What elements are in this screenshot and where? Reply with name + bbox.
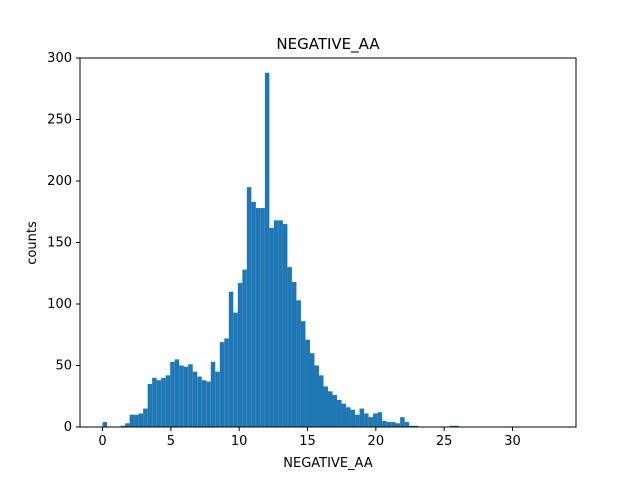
histogram-bar (341, 403, 347, 427)
histogram-bar (170, 361, 175, 427)
histogram-bar (138, 413, 144, 427)
histogram-bar (318, 375, 324, 427)
histogram-bar (201, 380, 207, 427)
histogram-bar (233, 312, 238, 427)
histogram-bar (188, 364, 193, 427)
histogram-bar (161, 377, 166, 427)
histogram-bar (373, 413, 378, 427)
histogram-bar (152, 377, 157, 427)
histogram-bar (409, 425, 414, 427)
histogram-bar (210, 361, 216, 427)
y-tick-label: 50 (55, 359, 72, 374)
x-axis-title: NEGATIVE_AA (283, 456, 373, 471)
histogram-bar (120, 425, 126, 427)
histogram-bar (300, 321, 306, 427)
histogram-bar (309, 353, 315, 427)
histogram-bar (242, 269, 247, 427)
histogram-bar (143, 408, 148, 427)
histogram-bar (255, 208, 261, 427)
histogram-bar (260, 208, 265, 427)
histogram-bar (102, 422, 108, 427)
histogram-bar (291, 281, 297, 427)
histogram-bar (386, 422, 392, 427)
x-tick-label: 0 (98, 434, 106, 449)
histogram-bar (278, 220, 283, 427)
x-tick-label: 20 (368, 434, 385, 449)
chart-title: NEGATIVE_AA (276, 35, 380, 54)
histogram-bar (368, 417, 374, 427)
histogram-bar (183, 366, 189, 427)
y-axis-ticks: 0 50 100 150 200 250 300 (47, 51, 80, 435)
histogram-bar (454, 425, 459, 427)
histogram-bar (332, 395, 338, 427)
histogram-bar (206, 381, 211, 427)
histogram-bar (346, 407, 351, 427)
x-axis-ticks: 0 5 10 15 20 25 30 (98, 427, 521, 449)
histogram-bar (282, 224, 288, 427)
histogram-bar (323, 386, 328, 427)
histogram-bar (179, 365, 184, 427)
histogram-bar (215, 371, 220, 427)
histogram-bar (224, 338, 229, 427)
y-axis-title: counts (25, 221, 40, 265)
histogram-bar (174, 359, 180, 427)
y-tick-label: 150 (47, 236, 72, 251)
histogram-bar (314, 365, 319, 427)
y-tick-label: 0 (64, 420, 72, 435)
histogram-bar (237, 283, 243, 427)
histogram-bar (287, 267, 292, 427)
histogram-bar (364, 413, 369, 427)
histogram-bar (413, 425, 419, 427)
histogram-bar (273, 220, 279, 427)
x-tick-label: 30 (504, 434, 521, 449)
histogram-bar (125, 423, 130, 427)
y-tick-label: 300 (47, 51, 72, 66)
histogram-bar (359, 408, 365, 427)
histogram-bar (165, 375, 171, 427)
histogram-bar (251, 201, 256, 427)
histogram-bar (337, 399, 342, 427)
histogram-bar (219, 342, 225, 427)
histogram-bar (228, 291, 234, 427)
histogram-bar (355, 414, 360, 427)
x-tick-label: 10 (231, 434, 248, 449)
histogram-bar (246, 187, 252, 427)
histogram-bar (400, 417, 405, 427)
histogram-bar (147, 383, 153, 427)
histogram-bar (305, 339, 310, 427)
histogram-bar (350, 409, 356, 427)
histogram-bar (328, 391, 333, 427)
histogram-bar (192, 371, 198, 427)
histogram-bar (197, 376, 202, 427)
y-tick-label: 200 (47, 174, 72, 189)
x-tick-label: 25 (436, 434, 453, 449)
x-tick-label: 15 (299, 434, 316, 449)
histogram-bar (296, 300, 301, 427)
y-tick-label: 250 (47, 113, 72, 128)
x-tick-label: 5 (167, 434, 175, 449)
histogram-bar (449, 425, 455, 427)
histogram-bar (404, 422, 410, 427)
histogram-bar (395, 423, 401, 427)
y-tick-label: 100 (47, 297, 72, 312)
histogram-bars (102, 72, 459, 427)
histogram-bar (129, 414, 135, 427)
histogram-bar (377, 412, 383, 427)
histogram-bar (134, 414, 139, 427)
histogram-bar (269, 227, 274, 427)
histogram-bar (382, 420, 387, 427)
histogram-bar (156, 380, 162, 427)
histogram-bar (391, 422, 396, 427)
histogram-bar (264, 72, 270, 427)
